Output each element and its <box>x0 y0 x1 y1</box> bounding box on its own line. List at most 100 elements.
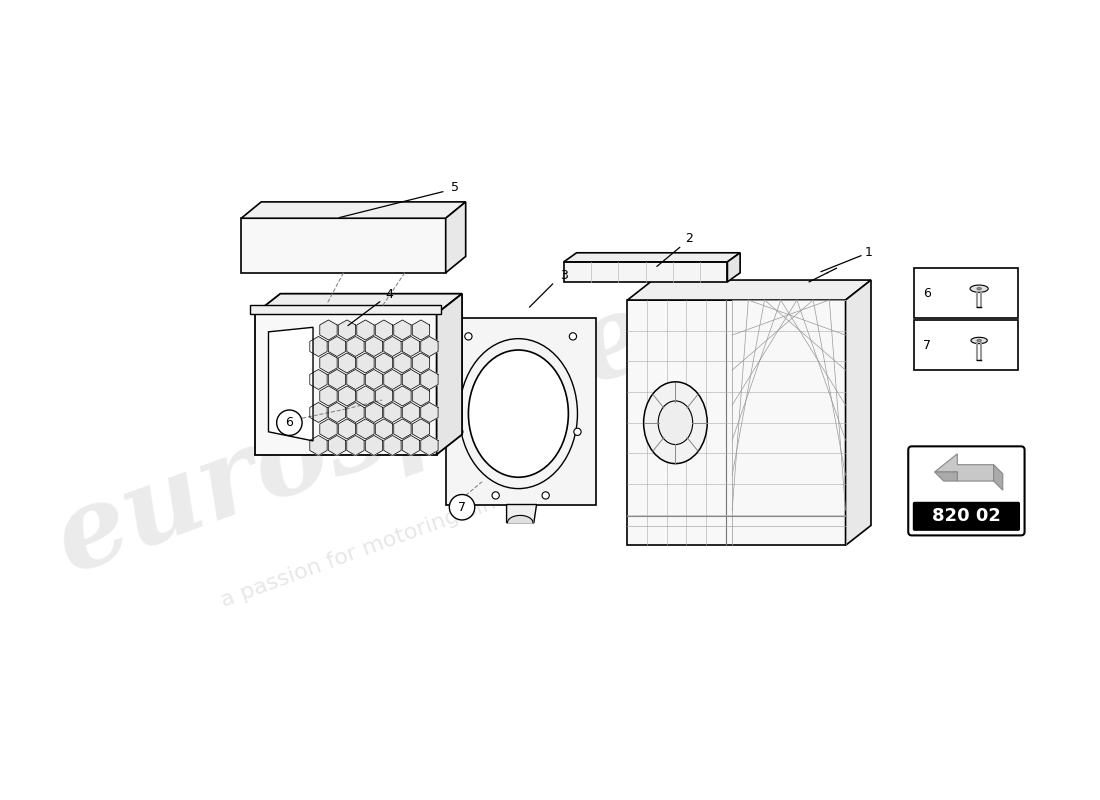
Polygon shape <box>310 337 327 357</box>
Polygon shape <box>356 353 374 373</box>
Polygon shape <box>255 314 437 454</box>
Polygon shape <box>421 337 438 357</box>
Polygon shape <box>328 435 345 455</box>
Polygon shape <box>421 435 438 455</box>
Polygon shape <box>421 402 438 422</box>
Polygon shape <box>446 202 465 273</box>
Text: 7: 7 <box>923 338 931 351</box>
Polygon shape <box>375 386 393 406</box>
Text: 6: 6 <box>285 416 294 430</box>
Text: 7: 7 <box>458 501 466 514</box>
Polygon shape <box>339 320 355 340</box>
Polygon shape <box>394 386 411 406</box>
Text: 6: 6 <box>923 286 931 300</box>
Polygon shape <box>403 370 419 390</box>
Polygon shape <box>365 402 383 422</box>
Ellipse shape <box>977 287 981 290</box>
Polygon shape <box>564 253 740 262</box>
Polygon shape <box>320 386 337 406</box>
Ellipse shape <box>644 382 707 464</box>
Text: 1: 1 <box>865 246 872 259</box>
Polygon shape <box>346 370 364 390</box>
Polygon shape <box>328 370 345 390</box>
Polygon shape <box>346 337 364 357</box>
Polygon shape <box>339 353 355 373</box>
Polygon shape <box>310 435 327 455</box>
Text: 4: 4 <box>385 288 394 301</box>
Polygon shape <box>375 320 393 340</box>
Polygon shape <box>356 419 374 439</box>
Polygon shape <box>384 370 402 390</box>
Polygon shape <box>384 435 402 455</box>
Polygon shape <box>310 370 327 390</box>
Polygon shape <box>328 337 345 357</box>
Polygon shape <box>339 419 355 439</box>
Polygon shape <box>846 280 871 546</box>
Polygon shape <box>564 262 727 282</box>
Polygon shape <box>241 202 465 218</box>
Polygon shape <box>446 318 595 505</box>
Polygon shape <box>403 435 419 455</box>
Polygon shape <box>507 515 532 522</box>
Polygon shape <box>320 419 337 439</box>
Ellipse shape <box>977 339 981 342</box>
Text: a passion for motoring since 1985: a passion for motoring since 1985 <box>218 462 583 611</box>
Circle shape <box>449 494 475 520</box>
Polygon shape <box>339 386 355 406</box>
Polygon shape <box>394 419 411 439</box>
Ellipse shape <box>570 333 576 340</box>
Polygon shape <box>320 320 337 340</box>
Polygon shape <box>412 353 430 373</box>
Text: 820 02: 820 02 <box>932 507 1001 526</box>
Polygon shape <box>241 218 446 273</box>
Polygon shape <box>346 435 364 455</box>
Polygon shape <box>727 253 740 282</box>
Polygon shape <box>993 465 1003 490</box>
Polygon shape <box>328 402 345 422</box>
Polygon shape <box>320 353 337 373</box>
Ellipse shape <box>492 492 499 499</box>
Polygon shape <box>935 472 957 481</box>
Polygon shape <box>394 320 411 340</box>
Text: eurospares: eurospares <box>41 259 724 595</box>
Polygon shape <box>914 320 1019 370</box>
Polygon shape <box>365 370 383 390</box>
Polygon shape <box>437 294 462 454</box>
Polygon shape <box>421 370 438 390</box>
Ellipse shape <box>542 492 549 499</box>
Ellipse shape <box>469 350 569 478</box>
Polygon shape <box>403 402 419 422</box>
Polygon shape <box>310 402 327 422</box>
Polygon shape <box>255 294 462 314</box>
Ellipse shape <box>465 333 472 340</box>
Polygon shape <box>365 337 383 357</box>
Ellipse shape <box>658 401 693 445</box>
Text: 5: 5 <box>451 181 459 194</box>
Polygon shape <box>346 402 364 422</box>
Polygon shape <box>627 300 846 546</box>
Polygon shape <box>507 505 537 522</box>
Polygon shape <box>403 337 419 357</box>
Polygon shape <box>375 419 393 439</box>
Polygon shape <box>356 386 374 406</box>
Ellipse shape <box>574 428 581 435</box>
Circle shape <box>277 410 302 435</box>
FancyBboxPatch shape <box>909 446 1024 535</box>
Polygon shape <box>394 353 411 373</box>
Text: 3: 3 <box>560 269 568 282</box>
Ellipse shape <box>455 428 463 435</box>
Polygon shape <box>627 280 871 300</box>
Text: 2: 2 <box>685 232 693 245</box>
Ellipse shape <box>971 338 988 344</box>
Polygon shape <box>268 327 313 441</box>
Polygon shape <box>251 305 441 314</box>
Polygon shape <box>914 268 1019 318</box>
Ellipse shape <box>970 285 988 292</box>
Polygon shape <box>935 454 993 481</box>
Polygon shape <box>412 320 430 340</box>
Polygon shape <box>365 435 383 455</box>
Polygon shape <box>384 402 402 422</box>
Polygon shape <box>356 320 374 340</box>
Polygon shape <box>412 419 430 439</box>
Polygon shape <box>412 386 430 406</box>
